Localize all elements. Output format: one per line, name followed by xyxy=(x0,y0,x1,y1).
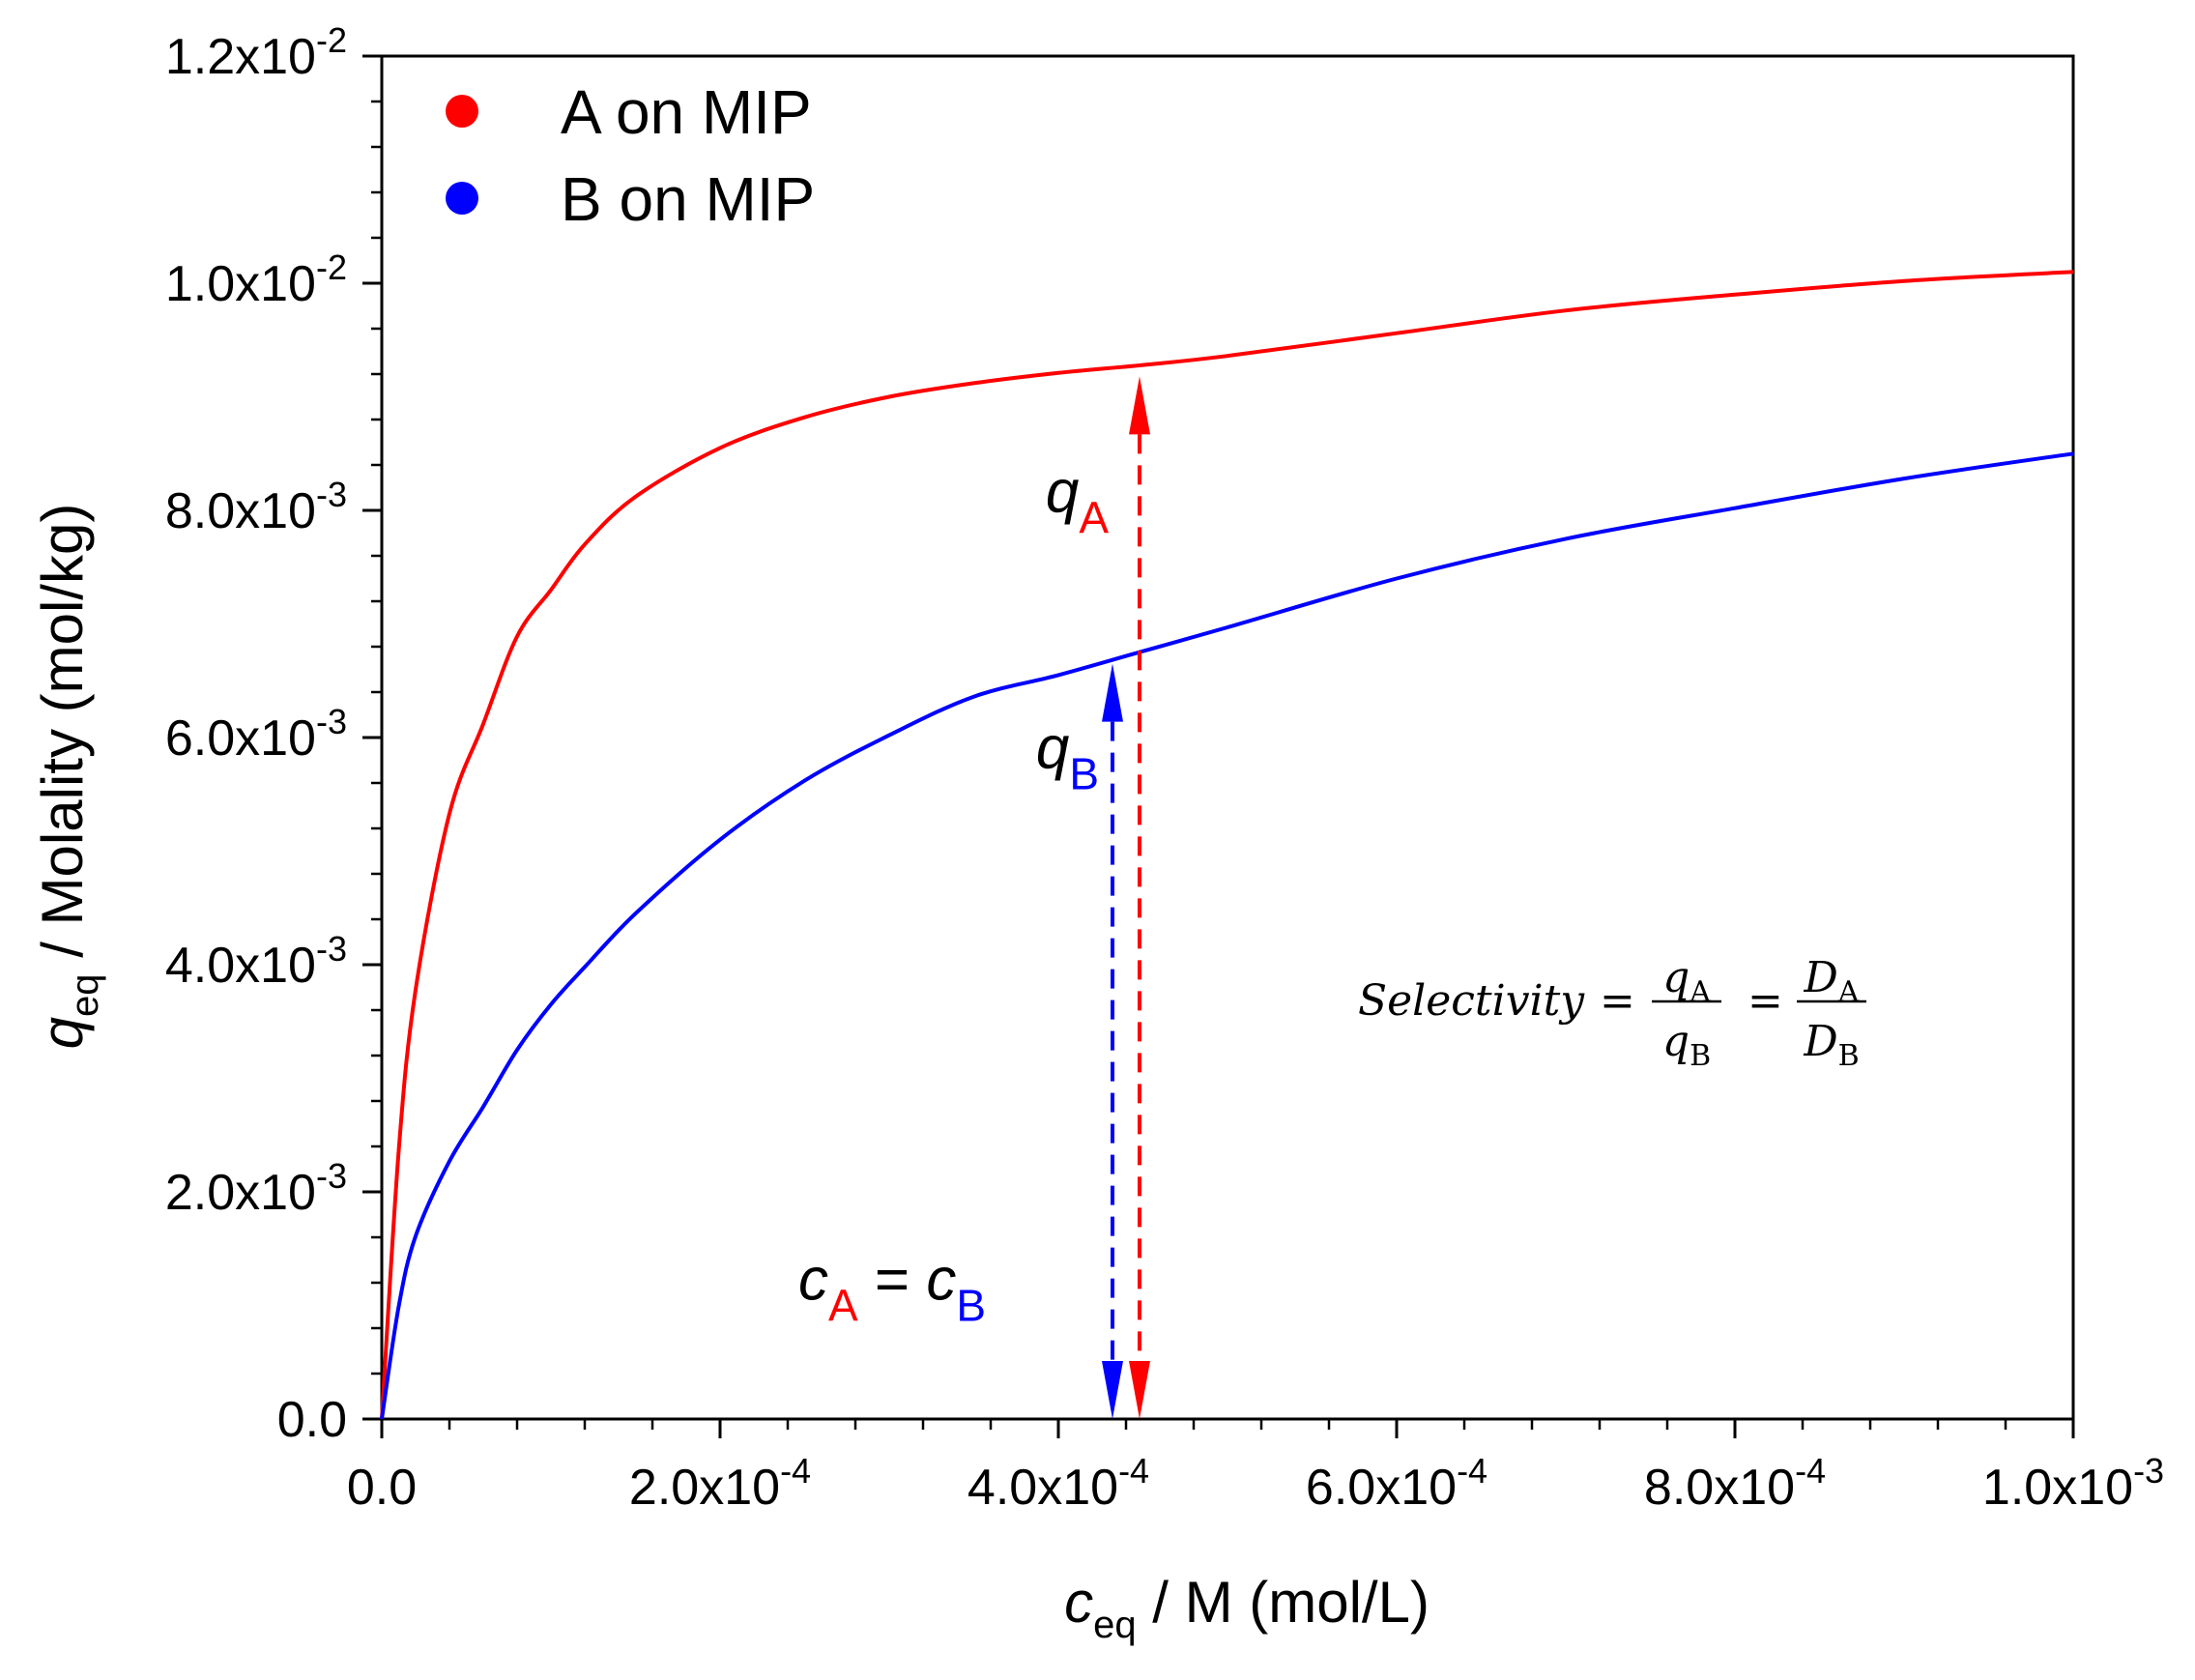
label-ca-equals-cb: cA = cB xyxy=(798,1247,986,1331)
svg-text:Selectivity: Selectivity xyxy=(1358,976,1585,1026)
legend-item-a: A on MIP xyxy=(446,77,812,147)
x-tick-label: 8.0x10-4 xyxy=(1644,1451,1826,1516)
arrow-q-a xyxy=(1129,376,1150,1419)
legend-marker xyxy=(446,182,478,215)
y-tick-label: 1.2x10-2 xyxy=(165,20,347,85)
series xyxy=(380,270,2074,1420)
x-tick-label: 4.0x10-4 xyxy=(968,1451,1149,1516)
ticks: 0.0 2.0x10-4 4.0x10-4 6.0x10-4 8.0x10-4 1.0x1… xyxy=(165,20,2164,1516)
label-q-a: qA xyxy=(1046,458,1109,542)
svg-text:qB: qB xyxy=(1662,1017,1711,1073)
y-tick-label: 2.0x10-3 xyxy=(165,1156,347,1221)
legend: A on MIP B on MIP xyxy=(446,77,815,234)
legend-label: B on MIP xyxy=(561,164,815,234)
y-tick-label: 1.0x10-2 xyxy=(165,247,347,312)
legend-label: A on MIP xyxy=(561,77,812,147)
series-line-a xyxy=(380,270,2074,1420)
y-tick-label: 6.0x10-3 xyxy=(165,702,347,767)
svg-text:=: = xyxy=(1600,976,1635,1026)
y-axis-title: qeq / Molality (mol/kg) xyxy=(30,504,106,1050)
series-line-b xyxy=(380,451,2074,1420)
legend-marker xyxy=(446,95,478,128)
x-axis-title: ceq / M (mol/L) xyxy=(1064,1570,1430,1646)
label-q-b: qB xyxy=(1036,715,1099,799)
svg-text:=: = xyxy=(1747,976,1783,1026)
arrow-q-b xyxy=(1102,663,1123,1419)
plot-frame xyxy=(380,54,2075,1421)
x-tick-label: 6.0x10-4 xyxy=(1306,1451,1487,1516)
axes: ceq / M (mol/L) qeq / Molality (mol/kg) xyxy=(30,54,2075,1646)
legend-item-b: B on MIP xyxy=(446,164,815,234)
y-tick-label: 4.0x10-3 xyxy=(165,929,347,994)
x-tick-label: 2.0x10-4 xyxy=(629,1451,811,1516)
x-tick-label: 1.0x10-3 xyxy=(1982,1451,2164,1516)
svg-text:DB: DB xyxy=(1803,1017,1859,1073)
y-tick-label: 0.0 xyxy=(277,1392,347,1448)
y-tick-label: 8.0x10-3 xyxy=(165,475,347,539)
x-tick-label: 0.0 xyxy=(347,1460,417,1516)
